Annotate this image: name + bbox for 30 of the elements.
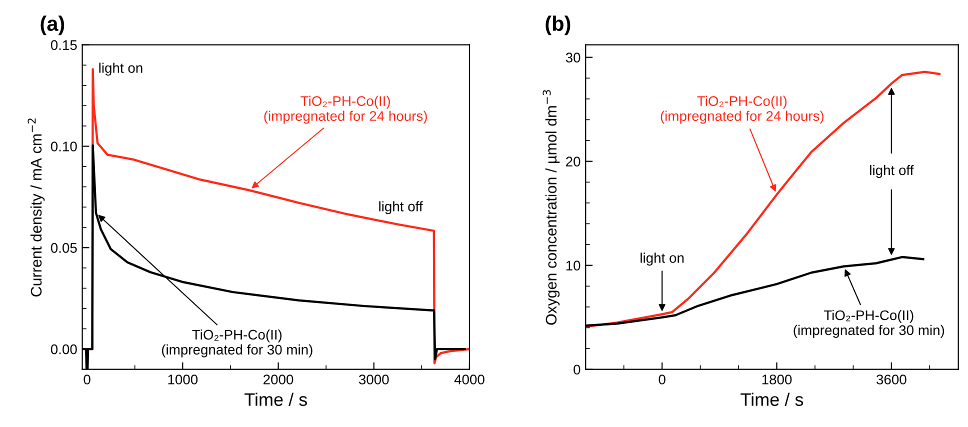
text: TiO₂-PH-Co(II) (impregnated for 24 hours) — [264, 96, 427, 124]
chart-title: (b) — [546, 16, 570, 36]
annotation: light on — [640, 252, 684, 266]
x-tick-label: 0 — [658, 374, 666, 384]
annotation: light off — [379, 201, 423, 214]
x-tick-label: 2000 — [264, 374, 294, 384]
chart-title: (a) — [40, 16, 64, 36]
series-label: TiO₂-PH-Co(II) (impregnated for 24 hours) — [660, 96, 824, 124]
x-tick-label: 0 — [84, 374, 90, 384]
y-tick-label: 20 — [566, 156, 580, 166]
y-axis-title: Current density / mA cm$^{−2}$ — [28, 118, 45, 296]
y-tick-label: 0.00 — [50, 344, 77, 354]
x-tick-label: 3600 — [876, 374, 906, 384]
y-tick-label: 0.05 — [50, 242, 77, 253]
y-tick-label: 0.15 — [50, 40, 77, 50]
annotation: light on — [99, 62, 142, 76]
series-label: TiO₂-PH-Co(II) (impregnated for 30 min) — [162, 329, 312, 358]
x-axis-title: Time / s — [244, 392, 307, 406]
y-tick-label: 30 — [566, 52, 580, 62]
y-tick-label: 10 — [566, 260, 580, 271]
x-tick-label: 4000 — [454, 374, 484, 384]
y-tick-label: 0 — [574, 364, 580, 375]
text: TiO₂-PH-Co(II) (impregnated for 30 min) — [794, 310, 944, 338]
x-tick-label: 1000 — [168, 374, 198, 384]
x-tick-label: 3000 — [358, 374, 389, 384]
y-axis-title: Oxygen concentration / µmol dm$^{−3}$ — [542, 90, 560, 325]
x-axis-title: Time / s — [740, 392, 804, 406]
x-tick-label: 1800 — [762, 374, 792, 384]
annotation: light off — [870, 164, 914, 178]
y-tick-label: 0.10 — [50, 142, 77, 152]
